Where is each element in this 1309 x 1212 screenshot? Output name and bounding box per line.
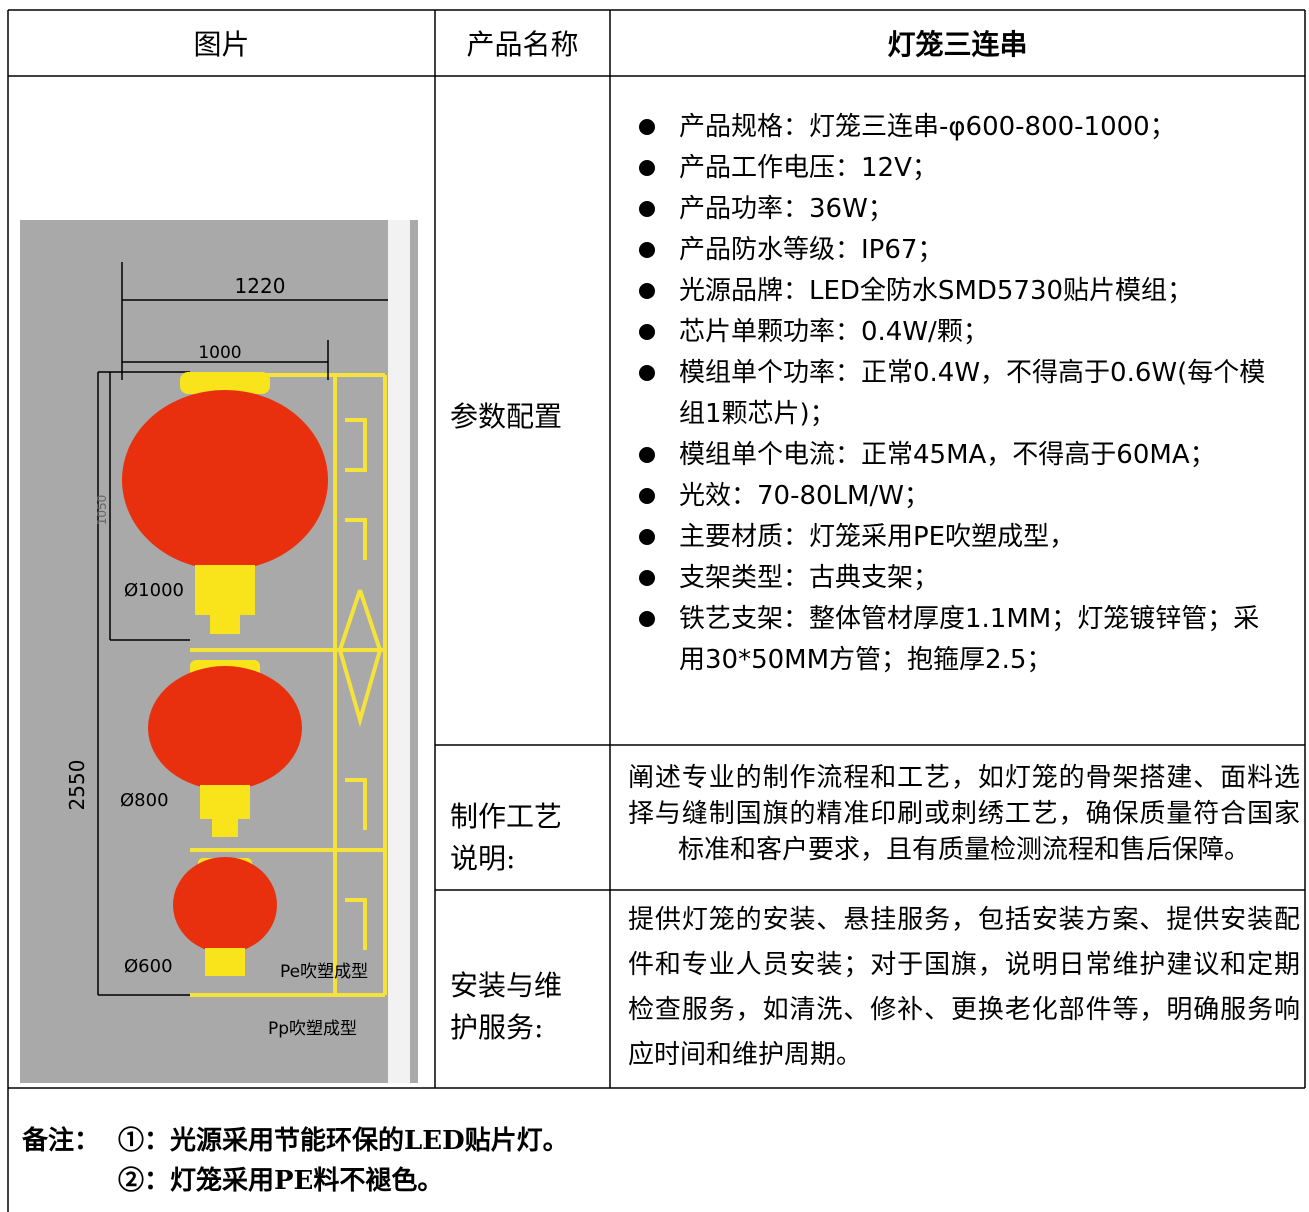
header-cell: 图片	[193, 28, 250, 61]
spec-item: 模组单个电流：正常45MA，不得高于60MA；	[622, 435, 1282, 476]
notes-title: 备注：	[22, 1126, 101, 1156]
dim-label: Pp吹塑成型	[268, 1019, 357, 1039]
dim-label: Pe吹塑成型	[280, 962, 368, 982]
note-line: ②：灯笼采用PE料不褪色。	[118, 1166, 444, 1196]
spec-item: 光源品牌：LED全防水SMD5730贴片模组；	[622, 271, 1282, 312]
header-cell: 灯笼三连串	[887, 28, 1028, 61]
spec-item: 产品功率：36W；	[622, 189, 1282, 230]
spec-item: 支架类型：古典支架；	[622, 558, 1282, 599]
row-label: 制作工艺说明:	[450, 800, 563, 875]
spec-item: 模组单个功率：正常0.4W，不得高于0.6W(每个模组1颗芯片)；	[622, 353, 1282, 435]
note-line: ①：光源采用节能环保的LED贴片灯。	[118, 1126, 569, 1156]
dim-label: 1050	[95, 495, 109, 526]
product-image: 1220 1000 1050 2550 Ø1000 Ø800 Ø600 Pe吹塑…	[20, 220, 418, 1083]
row-text: 提供灯笼的安装、悬挂服务，包括安装方案、提供安装配件和专业人员安装；对于国旗，说…	[628, 905, 1300, 1070]
dim-label: Ø1000	[124, 580, 184, 601]
spec-item: 铁艺支架：整体管材厚度1.1MM；灯笼镀锌管；采用30*50MM方管；抱箍厚2.…	[622, 599, 1282, 681]
dim-label: Ø600	[124, 956, 173, 977]
table-borders	[7, 9, 1306, 1212]
dim-label: 1000	[198, 343, 241, 363]
spec-item: 主要材质：灯笼采用PE吹塑成型，	[622, 517, 1282, 558]
dim-label: Ø800	[120, 790, 169, 811]
spec-item: 产品规格：灯笼三连串-φ600-800-1000；	[622, 107, 1282, 148]
spec-item: 芯片单颗功率：0.4W/颗；	[622, 312, 1282, 353]
header-cell: 产品名称	[466, 28, 579, 61]
dim-label: 2550	[65, 760, 89, 811]
row-label: 安装与维护服务:	[450, 969, 563, 1044]
spec-item: 光效：70-80LM/W；	[622, 476, 1282, 517]
spec-list: 产品规格：灯笼三连串-φ600-800-1000； 产品工作电压：12V； 产品功率…	[622, 107, 1282, 681]
spec-item: 产品防水等级：IP67；	[622, 230, 1282, 271]
row-text: 阐述专业的制作流程和工艺，如灯笼的骨架搭建、面料选择与缝制国旗的精准印刷或刺绣工…	[628, 763, 1300, 865]
spec-item: 产品工作电压：12V；	[622, 148, 1282, 189]
row-label: 参数配置	[450, 400, 563, 433]
dim-label: 1220	[235, 274, 286, 298]
